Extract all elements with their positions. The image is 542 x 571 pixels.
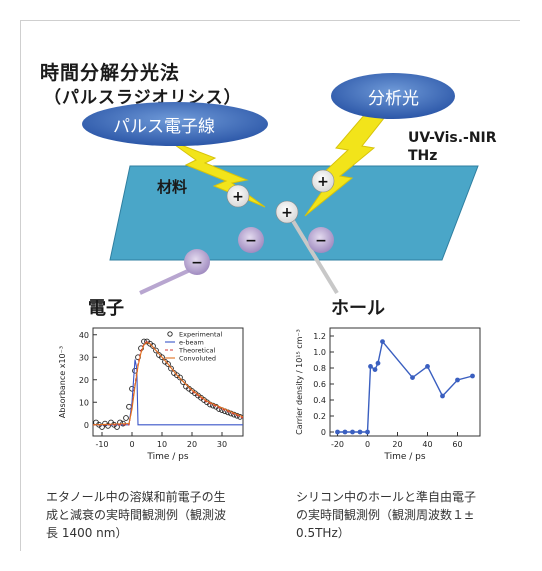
y-tick-label: 0.2 [313, 412, 326, 421]
x-tick-label: 30 [217, 440, 227, 449]
carrier-density-chart: -20 0 20 40 60 0 0.2 0.4 0.6 0.8 1.0 1.2 Time / ps Ca… [295, 327, 481, 462]
x-tick-label: -20 [331, 440, 344, 449]
minus-sign: − [191, 255, 203, 271]
plus-sign: + [281, 205, 293, 221]
data-point [368, 364, 373, 369]
y-tick-label: 1.2 [313, 332, 326, 341]
data-point [380, 339, 385, 344]
x-tick-label: 10 [157, 440, 167, 449]
data-point [150, 343, 156, 349]
y-tick-label: 0 [321, 428, 326, 437]
data-point [455, 377, 460, 383]
x-axis-label: Time / ps [146, 452, 188, 462]
data-point [180, 379, 186, 385]
y-tick-label: 10 [79, 398, 89, 407]
caption-line: の実時間観測例（観測周波数１± [296, 508, 475, 522]
data-point [410, 375, 415, 380]
y-axis-label: Carrier density / 10¹⁵ cm⁻³ [295, 329, 304, 435]
data-point [470, 373, 475, 379]
hole-charge [226, 184, 250, 208]
electron-charge [184, 249, 210, 275]
y-axis-label: Absorbance x10⁻³ [58, 346, 67, 418]
data-point [342, 429, 348, 435]
x-tick-label: 40 [422, 440, 432, 449]
left-rule [20, 20, 21, 551]
y-tick-label: 1.0 [313, 348, 326, 357]
data-point [177, 374, 183, 381]
legend-label: Theoretical [178, 347, 216, 355]
hole-charge [311, 169, 335, 193]
x-axis-label: Time / ps [383, 452, 425, 462]
x-tick-label: -10 [95, 440, 108, 449]
x-tick-label: 20 [392, 440, 402, 449]
electron-beam-label: パルス電子線 [113, 117, 215, 137]
data-point [159, 354, 165, 361]
y-tick-label: 0.4 [313, 396, 326, 405]
plot-frame [92, 327, 244, 437]
y-tick-label: 40 [79, 331, 89, 340]
absorbance-chart: -10 0 10 20 30 0 10 20 30 40 Time / ps Absorbance x… [58, 327, 244, 462]
x-tick-label: 0 [129, 440, 134, 449]
hole-pointer-line [288, 214, 339, 295]
x-tick-label: 0 [365, 440, 370, 449]
plus-sign: + [317, 174, 329, 190]
material-label: 材料 [157, 178, 188, 196]
legend-marker [167, 331, 173, 337]
legend-label: e-beam [179, 339, 204, 347]
legend-label: Convoluted [179, 355, 216, 363]
caption-line: 成と減衰の実時間観測例（観測波 [46, 508, 227, 522]
minus-sign: − [315, 233, 327, 249]
probe-range-line2: THz [408, 148, 438, 164]
data-point [105, 423, 111, 429]
y-tick-label: 30 [79, 353, 89, 362]
hole-label: ホール [331, 298, 385, 319]
caption-line: シリコン中のホールと準自由電子 [296, 490, 477, 504]
x-tick-label: 20 [187, 440, 197, 449]
data-point [372, 367, 378, 372]
right-caption: シリコン中のホールと準自由電子 の実時間観測例（観測周波数１± 0.5THz） [296, 488, 476, 542]
data-point [123, 415, 129, 421]
electron-pointer-line [139, 268, 191, 295]
y-tick-label: 0.8 [313, 364, 326, 373]
series-line [92, 341, 244, 426]
data-point [375, 360, 381, 366]
data-point [357, 429, 363, 435]
data-point [365, 429, 370, 435]
electron-charge [238, 227, 264, 253]
plus-sign: + [232, 189, 244, 205]
x-tick-label: 60 [452, 440, 462, 449]
electron-label: 電子 [88, 298, 124, 319]
caption-line: 長 1400 nm） [46, 526, 128, 540]
probe-light-label: 分析光 [368, 89, 419, 109]
minus-sign: − [245, 233, 257, 249]
electron-beam-ellipse [82, 102, 268, 146]
diagram-title: 時間分解分光法 [40, 62, 181, 84]
caption-line: 0.5THz） [296, 526, 350, 540]
probe-light-ellipse [331, 73, 455, 119]
data-point [153, 347, 159, 354]
y-tick-label: 0.6 [313, 380, 326, 389]
data-point [425, 364, 430, 369]
legend-label: Experimental [179, 331, 223, 339]
probe-range-line1: UV-Vis.-NIR [408, 130, 497, 146]
data-point [165, 361, 171, 367]
data-point [350, 429, 355, 435]
electron-charge [308, 227, 334, 253]
y-tick-label: 0 [84, 421, 89, 430]
data-point [440, 393, 445, 399]
hole-charge [275, 200, 299, 224]
left-caption: エタノール中の溶媒和前電子の生 成と減衰の実時間観測例（観測波 長 1400 n… [46, 488, 226, 542]
data-point [168, 365, 174, 372]
top-rule [20, 20, 520, 21]
data-point [335, 429, 340, 435]
caption-line: エタノール中の溶媒和前電子の生 [46, 490, 226, 504]
y-tick-label: 20 [79, 376, 89, 385]
